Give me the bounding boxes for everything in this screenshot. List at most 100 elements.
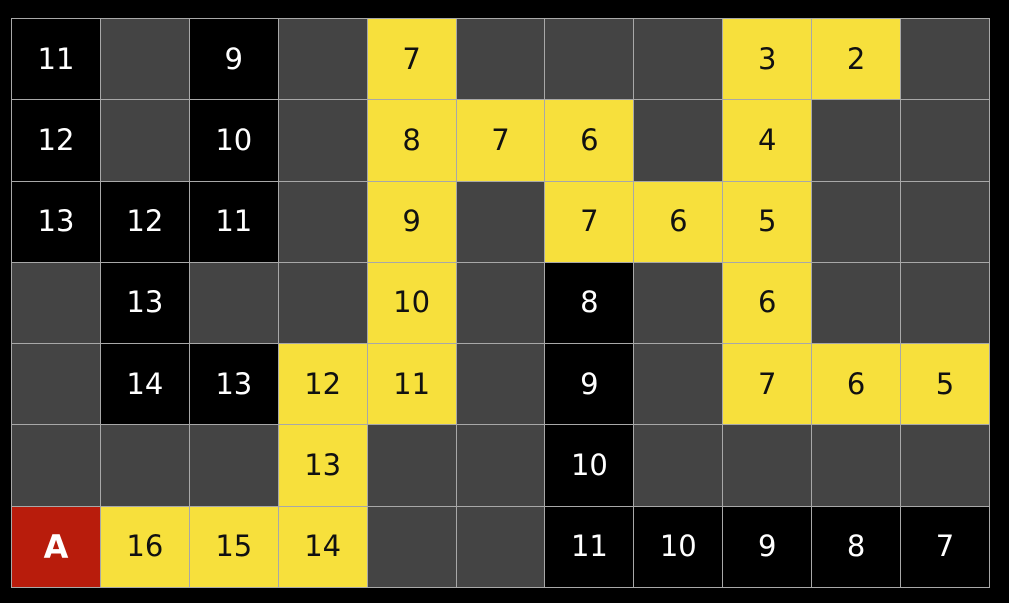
unvisited-cell[interactable] — [812, 181, 901, 262]
visited-cell[interactable]: 10 — [545, 425, 634, 506]
cell-label: 11 — [393, 366, 431, 401]
cell-label: 10 — [659, 529, 697, 564]
unvisited-cell[interactable] — [812, 425, 901, 506]
path-cell[interactable]: 9 — [367, 181, 456, 262]
visited-cell[interactable]: 8 — [545, 262, 634, 344]
path-cell[interactable]: 5 — [901, 344, 989, 425]
unvisited-cell[interactable] — [12, 262, 100, 344]
cell-label: 14 — [304, 529, 342, 564]
cell-label: 7 — [491, 122, 510, 157]
visited-cell[interactable]: 11 — [545, 506, 634, 587]
path-cell[interactable]: 7 — [723, 344, 812, 425]
unvisited-cell[interactable] — [901, 425, 989, 506]
path-cell[interactable]: 2 — [812, 19, 901, 100]
unvisited-cell[interactable] — [456, 19, 545, 100]
cell-label: 11 — [215, 204, 253, 239]
unvisited-cell[interactable] — [901, 181, 989, 262]
cell-label: 12 — [126, 204, 164, 239]
unvisited-cell[interactable] — [901, 100, 989, 181]
path-cell[interactable]: 16 — [100, 506, 189, 587]
unvisited-cell[interactable] — [812, 100, 901, 181]
unvisited-cell[interactable] — [278, 262, 367, 344]
cell-label: 5 — [935, 366, 955, 401]
path-cell[interactable]: 6 — [545, 100, 634, 181]
unvisited-cell[interactable] — [812, 262, 901, 344]
path-cell[interactable]: 4 — [723, 100, 812, 181]
path-cell[interactable]: 6 — [812, 344, 901, 425]
visited-cell[interactable]: 9 — [545, 344, 634, 425]
path-cell[interactable]: 7 — [456, 100, 545, 181]
cell-label: 6 — [669, 204, 688, 239]
unvisited-cell[interactable] — [901, 262, 989, 344]
unvisited-cell[interactable] — [634, 344, 723, 425]
unvisited-cell[interactable] — [12, 425, 100, 506]
visited-cell[interactable]: 13 — [12, 181, 100, 262]
path-cell[interactable]: 6 — [723, 262, 812, 344]
path-cell[interactable]: 8 — [367, 100, 456, 181]
path-cell[interactable]: 15 — [189, 506, 278, 587]
visited-cell[interactable]: 7 — [901, 506, 989, 587]
cell-label: 13 — [126, 285, 164, 320]
visited-cell[interactable]: 10 — [189, 100, 278, 181]
unvisited-cell[interactable] — [456, 262, 545, 344]
path-cell[interactable]: 6 — [634, 181, 723, 262]
unvisited-cell[interactable] — [634, 425, 723, 506]
unvisited-cell[interactable] — [100, 100, 189, 181]
unvisited-cell[interactable] — [456, 181, 545, 262]
start-cell-a[interactable]: A — [12, 506, 100, 587]
cell-label: 10 — [393, 285, 431, 320]
unvisited-cell[interactable] — [901, 19, 989, 100]
path-cell[interactable]: 12 — [278, 344, 367, 425]
path-cell[interactable]: 13 — [278, 425, 367, 506]
unvisited-cell[interactable] — [723, 425, 812, 506]
path-cell[interactable]: 10 — [367, 262, 456, 344]
cell-label: 4 — [757, 122, 777, 157]
visited-cell[interactable]: 8 — [812, 506, 901, 587]
unvisited-cell[interactable] — [456, 344, 545, 425]
path-cell[interactable]: 11 — [367, 344, 456, 425]
unvisited-cell[interactable] — [456, 506, 545, 587]
cell-label: 16 — [126, 529, 164, 564]
path-cell[interactable]: 3 — [723, 19, 812, 100]
visited-cell[interactable]: 13 — [189, 344, 278, 425]
cell-label: 14 — [126, 366, 164, 401]
cell-label: 7 — [757, 366, 777, 401]
cell-label: 13 — [215, 366, 253, 401]
visited-cell[interactable]: 9 — [189, 19, 278, 100]
unvisited-cell[interactable] — [189, 425, 278, 506]
unvisited-cell[interactable] — [12, 344, 100, 425]
unvisited-cell[interactable] — [100, 19, 189, 100]
visited-cell[interactable]: 14 — [100, 344, 189, 425]
unvisited-cell[interactable] — [545, 19, 634, 100]
unvisited-cell[interactable] — [634, 262, 723, 344]
path-cell[interactable]: 14 — [278, 506, 367, 587]
visited-cell[interactable]: 12 — [100, 181, 189, 262]
path-cell[interactable]: 5 — [723, 181, 812, 262]
unvisited-cell[interactable] — [189, 262, 278, 344]
unvisited-cell[interactable] — [278, 181, 367, 262]
cell-label: 12 — [304, 366, 342, 401]
pathfinding-grid: 11 9 7 3 2 12 10 8 7 6 4 13 12 11 9 7 6 5 13 10 8 6 14 13 12 11 9 7… — [11, 18, 990, 588]
unvisited-cell[interactable] — [367, 425, 456, 506]
path-cell[interactable]: 7 — [545, 181, 634, 262]
unvisited-cell[interactable] — [634, 19, 723, 100]
unvisited-cell[interactable] — [634, 100, 723, 181]
unvisited-cell[interactable] — [100, 425, 189, 506]
unvisited-cell[interactable] — [278, 100, 367, 181]
cell-label: 11 — [570, 529, 608, 564]
cell-label: 10 — [215, 122, 253, 157]
path-cell[interactable]: 7 — [367, 19, 456, 100]
visited-cell[interactable]: 11 — [12, 19, 100, 100]
visited-cell[interactable]: 9 — [723, 506, 812, 587]
cell-label: 7 — [935, 529, 955, 564]
cell-label: 7 — [402, 41, 421, 76]
visited-cell[interactable]: 12 — [12, 100, 100, 181]
cell-label: 8 — [580, 285, 599, 320]
unvisited-cell[interactable] — [367, 506, 456, 587]
visited-cell[interactable]: 13 — [100, 262, 189, 344]
visited-cell[interactable]: 11 — [189, 181, 278, 262]
unvisited-cell[interactable] — [278, 19, 367, 100]
visited-cell[interactable]: 10 — [634, 506, 723, 587]
cell-label: A — [43, 527, 69, 566]
unvisited-cell[interactable] — [456, 425, 545, 506]
